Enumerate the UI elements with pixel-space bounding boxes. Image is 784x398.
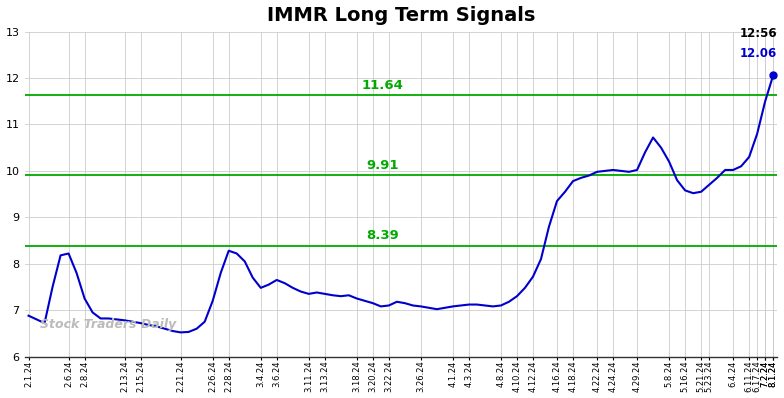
Text: 8.39: 8.39 (366, 229, 398, 242)
Text: 9.91: 9.91 (366, 159, 398, 172)
Text: 12:56: 12:56 (739, 27, 777, 41)
Text: 12.06: 12.06 (740, 47, 777, 60)
Title: IMMR Long Term Signals: IMMR Long Term Signals (267, 6, 535, 25)
Text: Stock Traders Daily: Stock Traders Daily (40, 318, 176, 330)
Text: 11.64: 11.64 (361, 78, 403, 92)
